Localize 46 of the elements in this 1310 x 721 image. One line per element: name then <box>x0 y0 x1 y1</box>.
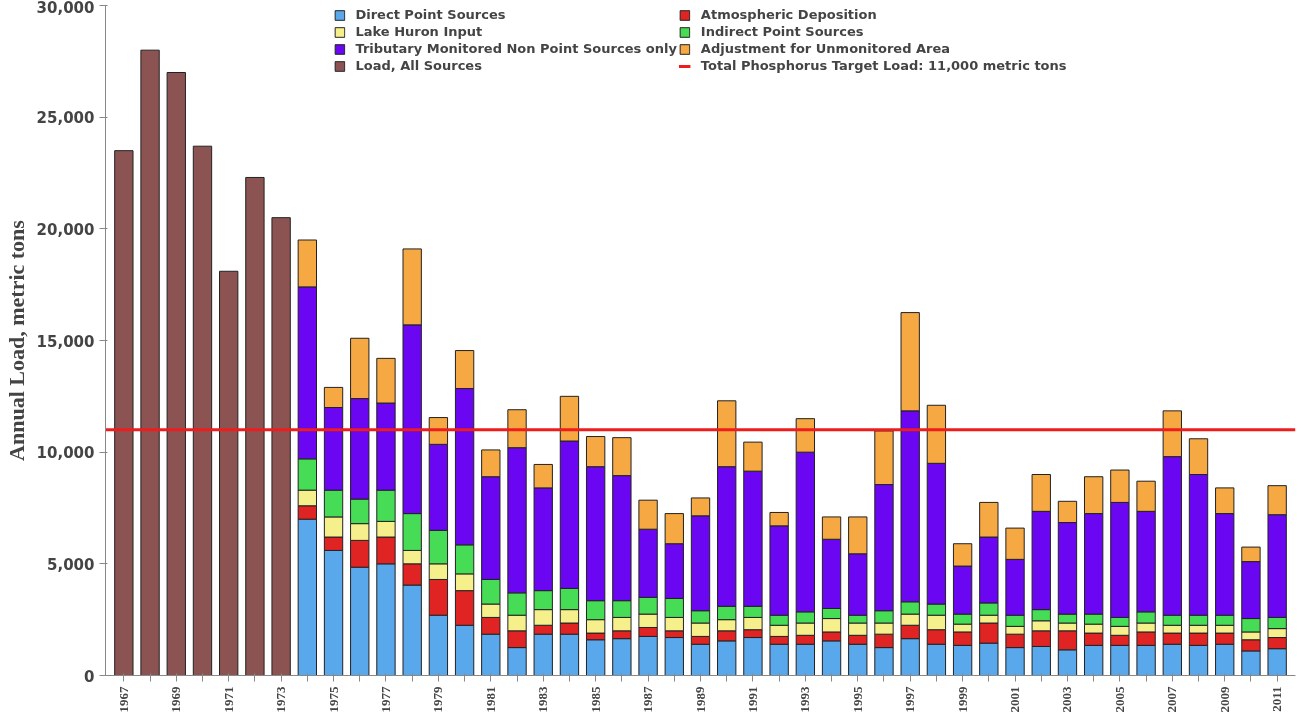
x-tick-label: 2009 <box>1216 686 1232 713</box>
y-tick-label: 20,000 <box>36 220 95 239</box>
y-tick-label: 15,000 <box>36 332 95 351</box>
legend-label: Total Phosphorus Target Load: 11,000 metric tons <box>700 58 1067 73</box>
legend-label: Direct Point Sources <box>355 7 506 22</box>
x-tick-label: 1983 <box>535 686 551 713</box>
x-tick-label: 2003 <box>1059 686 1075 713</box>
y-tick-label: 10,000 <box>36 444 95 463</box>
x-tick-label: 1997 <box>902 686 918 713</box>
y-axis-title: Annual Load, metric tons <box>3 219 29 461</box>
x-tick-label: 1969 <box>168 686 184 713</box>
bar <box>140 49 160 676</box>
bar <box>219 270 239 676</box>
x-tick-label: 2005 <box>1111 686 1127 713</box>
legend-label: Tributary Monitored Non Point Sources only <box>355 41 677 56</box>
legend-label: Indirect Point Sources <box>700 24 864 39</box>
legend-label: Load, All Sources <box>355 58 482 73</box>
x-tick-label: 1971 <box>220 686 236 713</box>
legend-label: Atmospheric Deposition <box>700 7 877 22</box>
x-tick-label: 2001 <box>1007 686 1023 713</box>
bar <box>192 145 213 676</box>
x-tick-label: 1967 <box>115 686 131 713</box>
legend-label: Adjustment for Unmonitored Area <box>700 41 951 56</box>
x-tick-label: 1999 <box>954 686 970 713</box>
y-tick-label: 5,000 <box>47 555 95 574</box>
x-tick-label: 1995 <box>849 686 865 713</box>
x-tick-label: 1991 <box>744 686 760 713</box>
x-tick-label: 1989 <box>692 686 708 713</box>
x-tick-label: 1979 <box>430 686 446 713</box>
x-tick-label: 2011 <box>1269 686 1285 712</box>
y-tick-label: 0 <box>84 667 95 686</box>
x-tick-label: 1985 <box>587 686 603 713</box>
x-tick-label: 1977 <box>377 686 393 713</box>
x-tick-label: 1981 <box>482 686 498 713</box>
x-tick-label: 1975 <box>325 686 341 713</box>
y-tick-label: 25,000 <box>36 109 95 128</box>
x-tick-label: 1973 <box>273 686 289 713</box>
y-tick-label: 30,000 <box>36 0 95 17</box>
bar <box>245 176 265 676</box>
bar <box>271 217 291 676</box>
bar <box>114 150 134 676</box>
x-tick-label: 2007 <box>1164 686 1180 713</box>
x-tick-label: 1993 <box>797 686 813 713</box>
x-tick-label: 1987 <box>640 686 656 713</box>
bar <box>166 72 186 676</box>
legend-label: Lake Huron Input <box>355 24 483 39</box>
